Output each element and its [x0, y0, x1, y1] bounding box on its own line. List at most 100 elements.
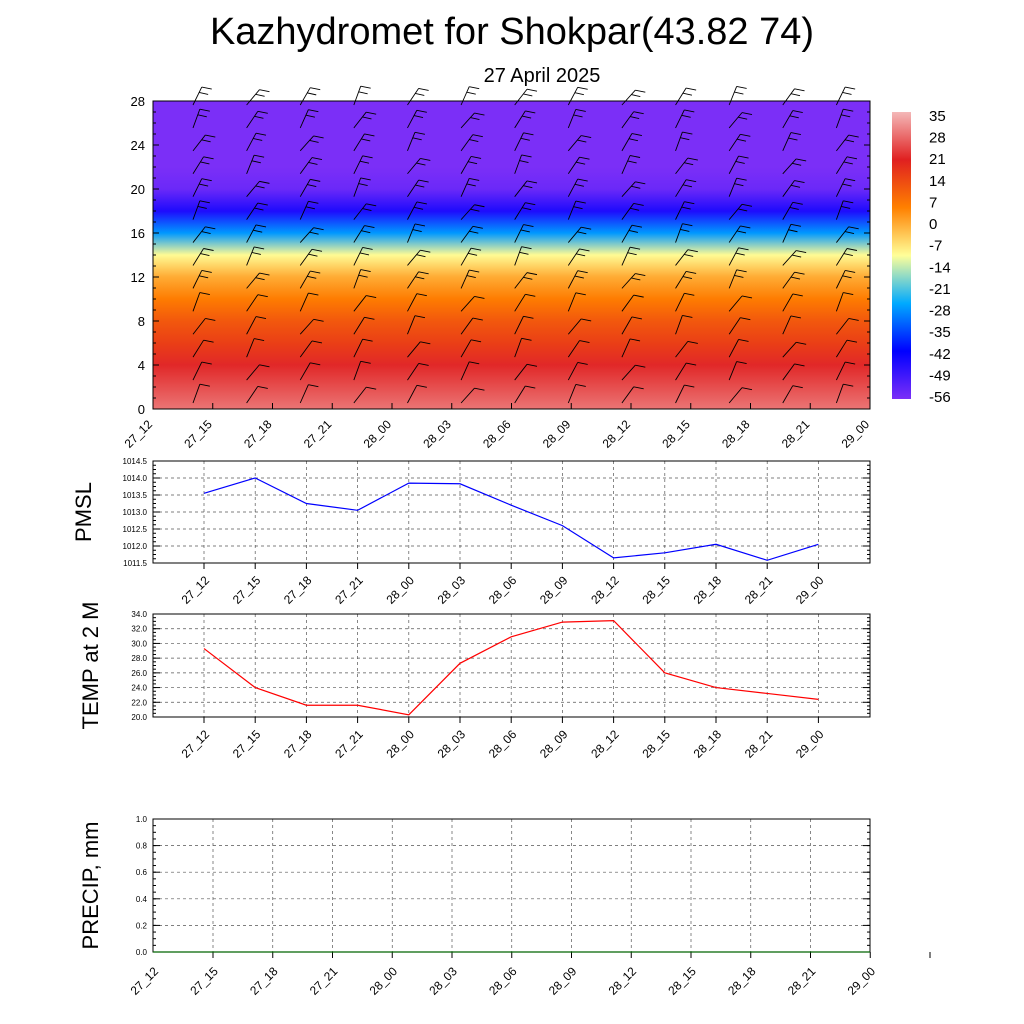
wind-barb — [567, 248, 590, 266]
wind-barb — [460, 204, 485, 220]
wind-barb — [782, 201, 803, 220]
wind-barb — [407, 201, 427, 220]
wind-barb — [675, 109, 695, 129]
wind-barb — [246, 294, 268, 312]
wind-barb — [675, 340, 698, 358]
wind-barb — [299, 248, 323, 266]
wind-barb — [353, 386, 377, 404]
x-tick-label: 28_18 — [691, 573, 725, 607]
wind-barb — [460, 156, 482, 174]
wind-barb — [567, 384, 586, 404]
wind-barb — [460, 269, 480, 289]
y-tick-label: 1014.0 — [123, 474, 148, 483]
heatmap-field — [153, 101, 870, 409]
wind-barb — [782, 385, 803, 404]
x-tick-label: 27_18 — [247, 964, 281, 998]
wind-barb — [782, 341, 807, 358]
wind-barb — [567, 361, 588, 381]
wind-barb — [728, 339, 749, 358]
wind-barb — [460, 361, 480, 381]
x-tick-label: 29_00 — [839, 417, 873, 451]
wind-barb — [407, 109, 427, 129]
x-tick-label: 28_18 — [691, 727, 725, 761]
wind-barb — [835, 108, 854, 129]
wind-barb — [835, 269, 856, 289]
wind-barb — [192, 383, 210, 404]
colorbar-label: -56 — [929, 389, 951, 406]
wind-barb — [299, 87, 321, 106]
wind-barb — [621, 338, 641, 358]
x-tick-label: 27_12 — [179, 727, 213, 761]
x-tick-label: 29_00 — [845, 964, 879, 998]
wind-barb — [728, 317, 751, 335]
x-tick-label: 27_12 — [128, 964, 162, 998]
x-tick-label: 28_18 — [725, 964, 759, 998]
wind-barb — [407, 384, 427, 404]
y-tick-label: 1012.0 — [123, 542, 148, 551]
wind-barb — [836, 226, 859, 243]
y-tick-label: 1012.5 — [123, 525, 148, 534]
y-tick-label: 0.6 — [136, 868, 148, 877]
x-tick-label: 28_12 — [588, 727, 622, 761]
wind-barb — [782, 180, 805, 197]
wind-barb — [192, 200, 210, 220]
wind-barb — [353, 360, 371, 381]
x-tick-label: 27_21 — [307, 964, 341, 998]
wind-barb — [836, 134, 859, 152]
wind-barb — [675, 131, 693, 152]
wind-barb — [567, 226, 592, 243]
x-tick-label: 28_12 — [588, 573, 622, 607]
wind-barb — [675, 249, 698, 266]
wind-barb — [836, 156, 858, 175]
wind-barb — [246, 385, 268, 404]
wind-barb — [782, 223, 801, 243]
wind-barb — [782, 158, 807, 175]
x-tick-label: 28_00 — [383, 727, 417, 761]
wind-barb — [407, 293, 427, 312]
y-tick-label: 0.8 — [136, 842, 148, 851]
series-line — [203, 620, 819, 716]
wind-barb — [246, 338, 265, 358]
x-tick-label: 28_15 — [665, 964, 699, 998]
wind-barb — [460, 177, 480, 197]
wind-barb — [835, 86, 856, 106]
wind-barb — [407, 249, 431, 266]
wind-barb — [728, 247, 749, 266]
wind-barb — [782, 271, 805, 289]
colorbar-gradient — [892, 112, 911, 399]
x-tick-label: 28_09 — [546, 964, 580, 998]
y-tick-label: 16 — [131, 226, 145, 241]
colorbar-label: -42 — [929, 346, 951, 363]
wind-barb — [567, 156, 590, 175]
wind-barb — [675, 201, 695, 220]
y-tick-label: 34.0 — [131, 610, 147, 619]
wind-barb — [353, 85, 371, 106]
wind-barb — [299, 270, 321, 289]
wind-barb — [836, 339, 858, 358]
wind-barb — [353, 203, 377, 220]
wind-barb — [728, 155, 749, 174]
colorbar-label: 28 — [929, 130, 946, 147]
wind-barb — [728, 269, 747, 289]
wind-barb — [782, 88, 805, 106]
wind-barb — [621, 364, 646, 381]
colorbar-label: 7 — [929, 194, 937, 211]
wind-barb — [246, 316, 267, 335]
wind-barb — [835, 361, 856, 381]
cross-section-panel: 0 4 8 12 16 20 24 28 27_12 27_15 27_18 27_21 28_00 28… — [122, 85, 873, 451]
wind-barb — [299, 135, 324, 152]
x-tick-label: 28_00 — [367, 964, 401, 998]
wind-barb — [460, 247, 482, 266]
x-tick-label: 27_21 — [332, 573, 366, 607]
y-tick-label: 24 — [131, 138, 145, 153]
wind-barb — [192, 134, 216, 152]
wind-barb — [567, 318, 592, 335]
y-tick-label: 1014.5 — [123, 457, 148, 466]
x-tick-label: 27_18 — [281, 727, 315, 761]
wind-barb — [353, 247, 373, 266]
wind-barb — [836, 248, 858, 266]
wind-barb — [460, 134, 483, 152]
wind-barb — [728, 225, 751, 243]
x-tick-label: 29_00 — [793, 573, 827, 607]
wind-barb — [192, 361, 212, 381]
